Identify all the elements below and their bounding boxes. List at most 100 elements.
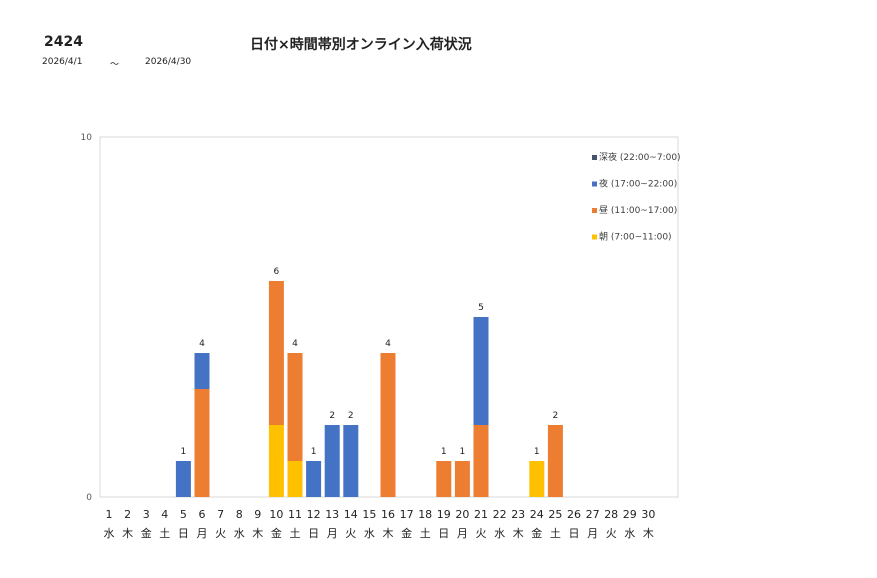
total-label-day6: 4 bbox=[199, 339, 205, 349]
x-tick-weekday-3: 金 bbox=[141, 526, 152, 540]
x-tick-weekday-21: 火 bbox=[476, 527, 487, 540]
bar-segment-day19-s1 bbox=[436, 461, 452, 497]
bar-segment-day12-s2 bbox=[306, 461, 322, 497]
x-tick-day-10: 10 bbox=[269, 508, 283, 521]
bar-segment-day13-s2 bbox=[324, 425, 340, 497]
x-tick-day-3: 3 bbox=[143, 508, 150, 521]
total-label-day10: 6 bbox=[274, 267, 280, 277]
x-tick-weekday-17: 金 bbox=[401, 526, 412, 540]
x-tick-weekday-14: 火 bbox=[345, 527, 356, 540]
x-tick-weekday-18: 土 bbox=[420, 527, 431, 540]
total-label-day13: 2 bbox=[329, 411, 335, 421]
legend-label-0: 深夜 (22:00~7:00) bbox=[599, 151, 681, 163]
date-range-separator: ～ bbox=[110, 60, 120, 70]
total-label-day20: 1 bbox=[460, 447, 466, 457]
bar-segment-day6-s2 bbox=[194, 353, 210, 389]
x-tick-day-24: 24 bbox=[530, 508, 544, 521]
x-tick-day-18: 18 bbox=[418, 508, 432, 521]
chart-title: 日付×時間帯別オンライン入荷状況 bbox=[250, 37, 472, 53]
x-tick-weekday-10: 金 bbox=[271, 526, 282, 540]
x-tick-weekday-26: 日 bbox=[569, 527, 580, 540]
x-tick-day-27: 27 bbox=[586, 508, 600, 521]
total-label-day16: 4 bbox=[385, 339, 391, 349]
x-tick-day-6: 6 bbox=[199, 508, 206, 521]
x-tick-day-26: 26 bbox=[567, 508, 581, 521]
x-tick-day-20: 20 bbox=[455, 508, 469, 521]
x-tick-weekday-30: 木 bbox=[643, 527, 654, 540]
total-label-day12: 1 bbox=[311, 447, 317, 457]
x-tick-weekday-2: 木 bbox=[122, 527, 133, 540]
x-tick-weekday-27: 月 bbox=[587, 527, 598, 540]
x-tick-day-28: 28 bbox=[604, 508, 618, 521]
bar-segment-day21-s1 bbox=[473, 425, 489, 497]
x-tick-weekday-13: 月 bbox=[327, 527, 338, 540]
x-tick-weekday-25: 土 bbox=[550, 527, 561, 540]
x-tick-day-12: 12 bbox=[307, 508, 321, 521]
total-label-day11: 4 bbox=[292, 339, 298, 349]
x-tick-weekday-6: 月 bbox=[197, 527, 208, 540]
legend-marker-0 bbox=[592, 155, 597, 160]
x-tick-day-30: 30 bbox=[641, 508, 655, 521]
x-tick-day-22: 22 bbox=[493, 508, 507, 521]
x-tick-day-7: 7 bbox=[217, 508, 224, 521]
x-tick-day-17: 17 bbox=[400, 508, 414, 521]
bar-segment-day6-s1 bbox=[194, 389, 210, 497]
legend-label-2: 昼 (11:00~17:00) bbox=[599, 205, 677, 216]
x-tick-weekday-23: 木 bbox=[513, 527, 524, 540]
total-label-day25: 2 bbox=[553, 411, 559, 421]
y-tick-label-1: 10 bbox=[81, 133, 93, 143]
x-tick-weekday-16: 木 bbox=[383, 527, 394, 540]
product-code: 2424 bbox=[44, 34, 83, 50]
legend-marker-1 bbox=[592, 181, 597, 187]
x-tick-weekday-15: 水 bbox=[364, 527, 375, 540]
bar-segment-day25-s1 bbox=[547, 425, 563, 497]
x-tick-weekday-22: 水 bbox=[494, 527, 505, 540]
bar-segment-day24-s0 bbox=[529, 461, 545, 497]
x-tick-weekday-1: 水 bbox=[104, 527, 115, 540]
x-tick-weekday-24: 金 bbox=[531, 526, 542, 540]
x-tick-day-1: 1 bbox=[106, 508, 113, 521]
y-tick-label-0: 0 bbox=[86, 493, 92, 503]
x-tick-day-11: 11 bbox=[288, 508, 302, 521]
x-tick-day-8: 8 bbox=[236, 508, 243, 521]
x-tick-weekday-28: 火 bbox=[606, 527, 617, 540]
bar-segment-day20-s1 bbox=[454, 461, 470, 497]
bar-segment-day21-s2 bbox=[473, 317, 489, 425]
x-tick-day-25: 25 bbox=[548, 508, 562, 521]
bar-segment-day10-s1 bbox=[268, 281, 284, 425]
x-tick-day-4: 4 bbox=[161, 508, 168, 521]
bar-segment-day11-s1 bbox=[287, 353, 303, 461]
x-tick-day-14: 14 bbox=[344, 508, 358, 521]
legend-label-1: 夜 (17:00~22:00) bbox=[599, 178, 677, 190]
bar-segment-day16-s1 bbox=[380, 353, 396, 497]
x-tick-day-19: 19 bbox=[437, 508, 451, 521]
x-tick-weekday-12: 日 bbox=[308, 527, 319, 540]
x-tick-day-2: 2 bbox=[124, 508, 131, 521]
bar-segment-day14-s2 bbox=[343, 425, 359, 497]
x-tick-weekday-29: 水 bbox=[624, 527, 635, 540]
x-tick-weekday-4: 土 bbox=[159, 527, 170, 540]
x-tick-weekday-7: 火 bbox=[215, 527, 226, 540]
legend-label-3: 朝 (7:00~11:00) bbox=[599, 232, 672, 243]
bar-segment-day10-s0 bbox=[268, 425, 284, 497]
date-from: 2026/4/1 bbox=[42, 57, 83, 67]
total-label-day14: 2 bbox=[348, 411, 354, 421]
bar-segment-day11-s0 bbox=[287, 461, 303, 497]
x-tick-weekday-5: 日 bbox=[178, 527, 189, 540]
x-tick-day-9: 9 bbox=[254, 508, 261, 521]
total-label-day19: 1 bbox=[441, 447, 447, 457]
date-to: 2026/4/30 bbox=[145, 57, 192, 67]
x-tick-weekday-20: 月 bbox=[457, 527, 468, 540]
x-tick-day-13: 13 bbox=[325, 508, 339, 521]
x-tick-day-23: 23 bbox=[511, 508, 525, 521]
x-tick-day-15: 15 bbox=[362, 508, 376, 521]
legend-marker-2 bbox=[592, 208, 597, 213]
legend-marker-3 bbox=[592, 234, 597, 240]
bar-segment-day5-s2 bbox=[175, 461, 191, 497]
x-tick-weekday-11: 土 bbox=[290, 527, 301, 540]
x-tick-weekday-9: 木 bbox=[252, 527, 263, 540]
x-tick-weekday-8: 水 bbox=[234, 527, 245, 540]
total-label-day21: 5 bbox=[478, 303, 484, 313]
x-tick-weekday-19: 日 bbox=[438, 527, 449, 540]
